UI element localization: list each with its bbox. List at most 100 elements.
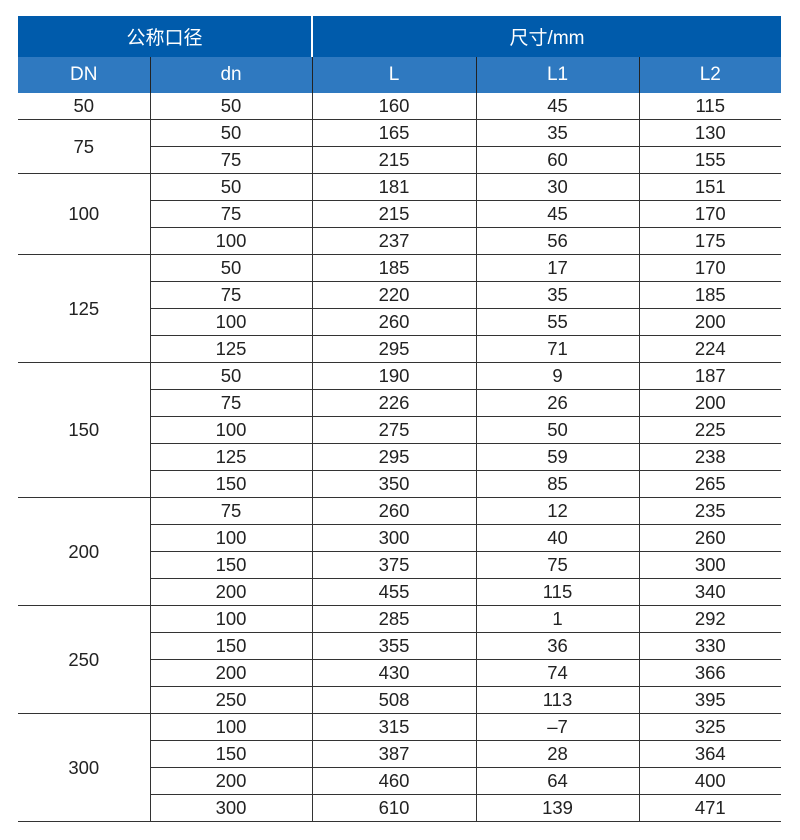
- cell-dn: 150: [149, 740, 313, 768]
- cell-L2: 225: [638, 416, 782, 444]
- table-row: 125 50 185 17 170: [18, 254, 782, 363]
- cell-DN: 300: [18, 713, 150, 822]
- cell-L: 350: [311, 470, 477, 498]
- table-row: 150 387 28 364: [18, 740, 782, 768]
- cell-L2: 364: [638, 740, 782, 768]
- cell-L1: 35: [475, 281, 640, 309]
- cell-L2: 366: [638, 659, 782, 687]
- table-row: 100 237 56 175: [18, 227, 782, 255]
- cell-dn: 150: [149, 551, 313, 579]
- cell-L: 181: [311, 173, 477, 201]
- cell-L1: 59: [475, 443, 640, 471]
- cell-L1: 113: [475, 686, 640, 714]
- cell-L2: 170: [638, 200, 782, 228]
- cell-L2: 200: [638, 308, 782, 336]
- cell-DN: 75: [18, 119, 150, 174]
- cell-dn: 75: [149, 389, 313, 417]
- cell-dn: 150: [149, 470, 313, 498]
- cell-L1: 9: [475, 362, 640, 390]
- table-row: 250 508 113 395: [18, 686, 782, 714]
- cell-L2: 260: [638, 524, 782, 552]
- cell-dn: 50: [149, 254, 313, 282]
- cell-L1: 71: [475, 335, 640, 363]
- column-header-dn: dn: [149, 57, 313, 93]
- cell-dn: 300: [149, 794, 313, 822]
- cell-DN: 100: [18, 173, 150, 255]
- table-row: 300 610 139 471: [18, 794, 782, 822]
- cell-dn: 250: [149, 686, 313, 714]
- cell-L: 430: [311, 659, 477, 687]
- cell-L2: 175: [638, 227, 782, 255]
- table-row: 150 50 190 9 187: [18, 362, 782, 498]
- cell-L1: 85: [475, 470, 640, 498]
- table-row: 200 75 260 12 235: [18, 497, 782, 606]
- cell-DN: 250: [18, 605, 150, 714]
- cell-L2: 300: [638, 551, 782, 579]
- cell-L1: 50: [475, 416, 640, 444]
- cell-L: 295: [311, 443, 477, 471]
- cell-L: 295: [311, 335, 477, 363]
- cell-DN: 200: [18, 497, 150, 606]
- column-header-L: L: [311, 57, 477, 93]
- cell-L: 455: [311, 578, 477, 606]
- cell-dn: 100: [149, 416, 313, 444]
- table-row: 150 375 75 300: [18, 551, 782, 579]
- cell-L1: 56: [475, 227, 640, 255]
- cell-L1: 60: [475, 146, 640, 174]
- cell-dn: 125: [149, 335, 313, 363]
- cell-L: 387: [311, 740, 477, 768]
- table-row: 250 100 285 1 292: [18, 605, 782, 714]
- cell-L: 285: [311, 605, 477, 633]
- cell-L: 355: [311, 632, 477, 660]
- header-column-row: DN dn L L1 L2: [18, 57, 782, 93]
- cell-dn: 100: [149, 605, 313, 633]
- cell-dn: 100: [149, 524, 313, 552]
- cell-L2: 185: [638, 281, 782, 309]
- cell-L: 260: [311, 308, 477, 336]
- cell-L1: 12: [475, 497, 640, 525]
- cell-L2: 400: [638, 767, 782, 795]
- column-header-L1: L1: [475, 57, 640, 93]
- cell-dn: 75: [149, 146, 313, 174]
- table-row: 75 50 165 35 130: [18, 119, 782, 174]
- table-row: 100 275 50 225: [18, 416, 782, 444]
- cell-L2: 130: [638, 119, 782, 147]
- cell-L1: 1: [475, 605, 640, 633]
- cell-dn: 75: [149, 200, 313, 228]
- cell-DN: 150: [18, 362, 150, 498]
- cell-L2: 170: [638, 254, 782, 282]
- header-dimensions-mm: 尺寸/mm: [312, 16, 782, 57]
- cell-L1: –7: [475, 713, 640, 741]
- cell-dn: 75: [149, 281, 313, 309]
- dimensions-table: 公称口径 尺寸/mm DN dn L L1 L2 50 50 160 45 115 75 5…: [18, 16, 782, 822]
- cell-L: 190: [311, 362, 477, 390]
- table-row: 100 50 181 30 151: [18, 173, 782, 255]
- cell-L2: 200: [638, 389, 782, 417]
- cell-L: 260: [311, 497, 477, 525]
- table-row: 200 455 115 340: [18, 578, 782, 606]
- cell-L1: 45: [475, 200, 640, 228]
- table-row: 150 350 85 265: [18, 470, 782, 498]
- cell-L2: 292: [638, 605, 782, 633]
- table-row: 150 355 36 330: [18, 632, 782, 660]
- cell-L: 185: [311, 254, 477, 282]
- cell-L2: 265: [638, 470, 782, 498]
- table-row: 75 215 60 155: [18, 146, 782, 174]
- cell-L: 160: [311, 93, 477, 120]
- table-row: 200 460 64 400: [18, 767, 782, 795]
- cell-dn: 50: [149, 93, 313, 120]
- cell-L1: 139: [475, 794, 640, 822]
- cell-L1: 64: [475, 767, 640, 795]
- cell-L1: 35: [475, 119, 640, 147]
- cell-dn: 100: [149, 227, 313, 255]
- cell-L: 215: [311, 200, 477, 228]
- cell-L1: 28: [475, 740, 640, 768]
- column-header-L2: L2: [638, 57, 782, 93]
- cell-dn: 200: [149, 578, 313, 606]
- cell-L: 460: [311, 767, 477, 795]
- table-row: 75 220 35 185: [18, 281, 782, 309]
- header-nominal-diameter: 公称口径: [18, 16, 314, 57]
- cell-dn: 50: [149, 173, 313, 201]
- cell-L1: 75: [475, 551, 640, 579]
- cell-dn: 200: [149, 659, 313, 687]
